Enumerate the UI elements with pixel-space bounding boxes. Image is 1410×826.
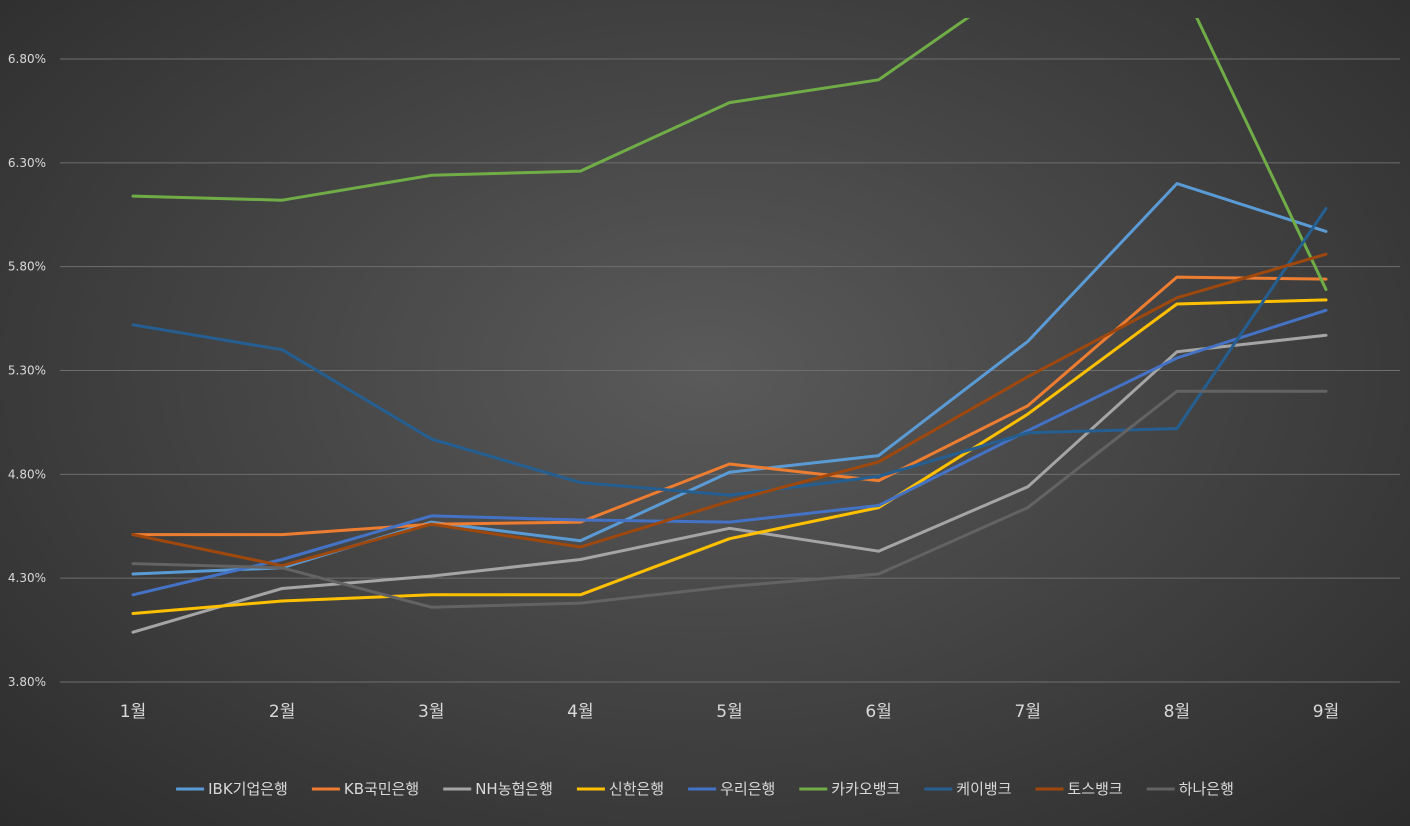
y-axis: 3.80% 4.30% 4.80% 5.30% 5.80% 6.30% 6.80% [8,52,46,689]
legend-item: 우리은행 [688,780,775,798]
x-tick-label: 4월 [567,702,593,722]
y-tick-label: 6.80% [8,52,46,66]
y-tick-label: 5.80% [8,260,46,274]
legend-item: 카카오뱅크 [799,780,900,798]
x-tick-label: 1월 [120,702,146,722]
series-line [131,389,1328,609]
legend-item: NH농협은행 [443,780,553,798]
legend-item: 하나은행 [1146,780,1234,798]
series-line [131,252,1328,568]
series-line [131,18,1328,291]
y-tick-label: 3.80% [8,675,46,689]
legend-label: 카카오뱅크 [831,780,900,798]
series-lines [131,18,1328,634]
legend-item: 토스뱅크 [1035,780,1123,798]
series-line [131,308,1328,597]
legend-label: NH농협은행 [475,780,553,798]
legend: IBK기업은행 KB국민은행 NH농협은행 신한은행 우리은행 카카오뱅크 케이뱅크 토스뱅크… [176,780,1234,798]
x-tick-label: 5월 [716,702,742,722]
x-tick-label: 9월 [1313,702,1339,722]
x-tick-label: 3월 [418,702,444,722]
legend-label: 신한은행 [609,780,664,798]
series-line [131,275,1328,537]
legend-item: 케이뱅크 [924,780,1012,798]
x-tick-label: 7월 [1015,702,1041,722]
x-tick-label: 6월 [865,702,891,722]
legend-item: KB국민은행 [311,780,419,798]
y-tick-label: 4.30% [8,571,46,585]
legend-label: 케이뱅크 [956,780,1011,798]
y-tick-label: 6.30% [8,156,46,170]
legend-label: IBK기업은행 [208,780,288,798]
series-line [131,207,1328,497]
series-line [131,333,1328,634]
legend-item: 신한은행 [576,780,664,798]
series-line [131,298,1328,615]
legend-item: IBK기업은행 [176,780,288,798]
y-tick-label: 4.80% [8,467,46,481]
legend-label: 하나은행 [1179,780,1234,798]
legend-label: 우리은행 [720,780,775,798]
gridlines [60,58,1400,683]
legend-label: 토스뱅크 [1068,780,1123,798]
x-tick-label: 2월 [269,702,295,722]
legend-label: KB국민은행 [344,780,419,798]
y-tick-label: 5.30% [8,364,46,378]
x-tick-label: 8월 [1164,702,1190,722]
x-axis: 1월 2월 3월 4월 5월 6월 7월 8월 9월 [120,702,1339,722]
